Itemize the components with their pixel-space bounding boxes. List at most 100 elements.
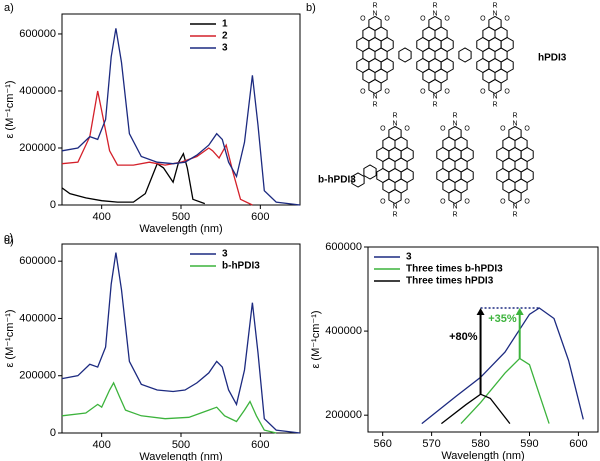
atom-label: O [480,15,486,22]
y-tick-label: 200000 [325,409,362,421]
atom-label: R [492,101,497,108]
atom-label: O [404,125,410,132]
atom-label: N [392,120,397,127]
atom-label: N [452,120,457,127]
legend-label: 3 [406,252,412,263]
atom-label: R [492,2,497,9]
spectrum-line [441,393,511,425]
atom-label: N [372,93,377,100]
spectrum-line [61,252,301,434]
x-tick-label: 400 [92,439,110,451]
atom-label: O [404,198,410,205]
atom-label: O [440,198,446,205]
ring [351,172,365,188]
atom-label: O [504,15,510,22]
atom-label: N [492,10,497,17]
ring [448,188,462,205]
x-tick-label: 580 [471,438,489,450]
ring [508,188,522,205]
plot-frame [367,246,599,433]
y-tick-label: 200000 [19,370,56,382]
atom-label: O [480,88,486,95]
panel-label: a) [4,2,14,14]
atom-label: N [492,93,497,100]
y-tick-label: 600000 [19,28,56,40]
atom-label: R [452,211,457,218]
atom-label: O [504,88,510,95]
legend-label: 3 [222,43,228,54]
arrow-head [476,307,485,315]
x-tick-label: 600 [251,439,269,451]
spectrum-line [61,381,277,434]
atom-label: R [392,211,397,218]
atom-label: O [420,88,426,95]
x-axis-label: Wavelength (nm) [441,450,524,461]
atom-label: R [432,101,437,108]
plot-frame [61,13,301,206]
atom-label: N [452,203,457,210]
ring [363,164,377,180]
y-tick-label: 0 [50,199,56,211]
ring [388,188,402,205]
atom-label: O [524,198,530,205]
atom-label: R [432,2,437,9]
y-tick-label: 600000 [19,255,56,267]
legend-label: 1 [222,19,228,30]
ring [398,47,412,63]
atom-label: O [440,125,446,132]
structure-label: hPDI3 [538,53,567,64]
x-tick-label: 560 [374,438,392,450]
x-tick-label: 600 [569,438,587,450]
spectrum-line [61,90,253,206]
x-tick-label: 500 [172,439,190,451]
y-tick-label: 600000 [325,241,362,253]
atom-label: O [420,15,426,22]
panel-label: c) [4,232,13,244]
y-tick-label: 200000 [19,142,56,154]
atom-label: N [432,10,437,17]
atom-label: O [524,125,530,132]
ring [368,78,382,95]
y-axis-label: ε (M⁻¹cm⁻¹) [4,309,16,367]
x-tick-label: 590 [520,438,538,450]
legend-label: Three times b-hPDI3 [406,264,503,275]
legend-label: b-hPDI3 [222,261,260,272]
atom-label: O [360,15,366,22]
x-tick-label: 600 [251,211,269,223]
atom-label: O [500,198,506,205]
y-tick-label: 400000 [19,312,56,324]
legend-label: Three times hPDI3 [406,276,494,287]
arrow-head [515,307,524,315]
spectrum-line [421,307,584,425]
y-axis-label: ε (M⁻¹cm⁻¹) [310,310,322,368]
legend-label: 2 [222,31,228,42]
atom-label: N [512,120,517,127]
atom-label: O [444,88,450,95]
ring [488,78,502,95]
atom-label: O [384,15,390,22]
y-axis-label: ε (M⁻¹cm⁻¹) [4,80,16,138]
panel-label: d) [4,235,14,247]
atom-label: O [384,88,390,95]
atom-label: R [372,2,377,9]
atom-label: N [392,203,397,210]
x-tick-label: 500 [172,211,190,223]
ring [428,78,442,95]
y-tick-label: 400000 [19,85,56,97]
atom-label: O [444,15,450,22]
spectrum-line [460,357,550,425]
panel-label: b) [306,2,316,14]
atom-label: O [380,198,386,205]
atom-label: O [464,125,470,132]
atom-label: R [392,112,397,119]
atom-label: O [380,125,386,132]
x-tick-label: 400 [92,211,110,223]
x-axis-label: Wavelength (nm) [139,223,222,235]
structure-label: b-hPDI3 [318,175,356,186]
x-tick-label: 570 [422,438,440,450]
atom-label: N [512,203,517,210]
annotation: +80% [449,331,478,343]
annotation: +35% [488,313,517,325]
atom-label: R [512,112,517,119]
